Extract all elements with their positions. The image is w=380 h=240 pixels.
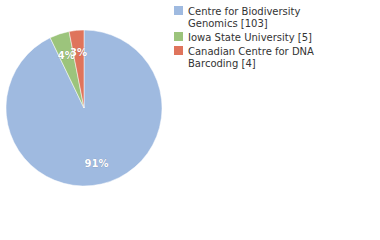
legend-swatch bbox=[174, 46, 183, 55]
legend-label: Centre for BiodiversityGenomics [103] bbox=[188, 6, 301, 29]
slices bbox=[6, 30, 162, 186]
slice bbox=[6, 30, 162, 186]
legend-label: Canadian Centre for DNABarcoding [4] bbox=[188, 46, 314, 69]
data-labels: 91%4%3% bbox=[58, 47, 109, 169]
legend-swatch bbox=[174, 32, 183, 41]
chart: 91%4%3% Centre for BiodiversityGenomics [… bbox=[0, 0, 380, 240]
legend-label: Iowa State University [5] bbox=[188, 32, 312, 43]
data-label: 91% bbox=[85, 158, 109, 169]
slice bbox=[69, 30, 84, 108]
legend-swatch bbox=[174, 6, 183, 15]
data-label: 3% bbox=[70, 47, 87, 58]
legend: Centre for BiodiversityGenomics [103] Iow… bbox=[174, 6, 314, 69]
